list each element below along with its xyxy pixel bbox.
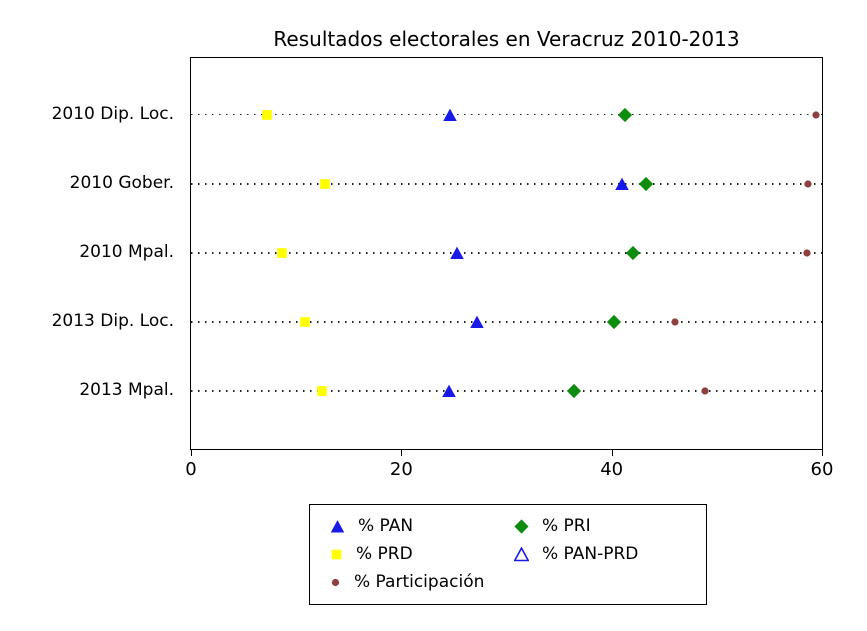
legend-label: % PAN-PRD <box>542 544 639 564</box>
data-point <box>639 176 654 191</box>
square-marker-icon <box>331 549 342 559</box>
data-point <box>618 107 633 122</box>
circle-marker-icon <box>671 318 679 326</box>
data-point <box>260 108 273 121</box>
diamond-marker-icon <box>618 107 633 122</box>
square-marker-icon <box>299 317 310 327</box>
x-axis-tick-label: 60 <box>810 459 834 480</box>
data-point <box>450 245 465 260</box>
square-marker-icon <box>317 386 328 396</box>
data-point <box>441 384 456 399</box>
circle-marker-icon <box>701 387 709 395</box>
legend-label: % PAN <box>358 516 414 536</box>
gridline <box>191 321 822 323</box>
x-axis-tick <box>401 450 403 456</box>
legend-entry: % PRI <box>514 516 688 536</box>
circle-marker-icon <box>803 249 811 257</box>
data-point <box>802 247 813 258</box>
legend-entry: % PAN <box>330 516 504 536</box>
plot-area <box>190 57 823 450</box>
data-point <box>316 385 329 398</box>
data-point <box>810 109 821 120</box>
square-marker-icon <box>319 178 330 189</box>
circle-marker-icon <box>804 180 812 188</box>
data-point <box>470 315 485 330</box>
square-marker-icon <box>261 109 272 120</box>
data-point <box>615 176 630 191</box>
triangle-marker-icon <box>615 177 629 190</box>
chart-title: Resultados electorales en Veracruz 2010-… <box>273 27 740 51</box>
x-axis-tick <box>191 450 192 456</box>
data-point <box>318 177 331 190</box>
data-point <box>298 316 311 329</box>
triangle-marker-icon <box>470 315 484 329</box>
triangle-marker-icon <box>514 546 529 561</box>
legend-label: % PRI <box>542 516 591 536</box>
circle-marker-icon <box>331 578 340 586</box>
gridline <box>191 113 822 116</box>
data-point <box>276 246 289 259</box>
square-marker-icon <box>277 248 288 258</box>
data-point <box>625 245 640 260</box>
legend-entry: % PRD <box>330 544 504 564</box>
legend-entry: % PAN-PRD <box>514 544 688 564</box>
triangle-marker-icon <box>441 384 456 398</box>
x-axis-tick-label: 0 <box>185 459 197 480</box>
legend: % PAN % PRI % PRD % PAN-PRD % Participación <box>309 504 707 605</box>
data-point <box>442 107 457 122</box>
x-axis-tick <box>822 450 823 456</box>
triangle-marker-icon <box>330 519 345 532</box>
y-axis-category-label: 2010 Dip. Loc. <box>51 103 174 124</box>
diamond-marker-icon <box>639 176 654 191</box>
diamond-marker-icon <box>625 245 640 260</box>
data-point <box>700 386 711 397</box>
x-axis-tick <box>611 450 613 456</box>
diamond-marker-icon <box>606 314 621 330</box>
y-axis-category-label: 2013 Mpal. <box>79 380 174 401</box>
x-axis-tick-label: 20 <box>389 459 413 480</box>
triangle-marker-icon <box>442 108 457 121</box>
circle-marker-icon <box>812 111 820 119</box>
gridline <box>191 183 822 185</box>
gridline <box>191 252 822 254</box>
y-axis-category-label: 2010 Mpal. <box>79 241 174 262</box>
x-axis-tick-label: 40 <box>600 459 624 480</box>
y-axis-category-label: 2010 Gober. <box>69 172 174 193</box>
triangle-marker-icon <box>450 246 464 259</box>
gridline <box>191 390 822 392</box>
data-point <box>669 317 680 328</box>
diamond-marker-icon <box>514 518 529 534</box>
data-point <box>606 314 621 330</box>
data-point <box>803 178 814 189</box>
y-axis-category-label: 2013 Dip. Loc. <box>51 311 174 332</box>
legend-label: % Participación <box>354 572 485 592</box>
legend-entry: % Participación <box>330 572 504 592</box>
legend-label: % PRD <box>356 544 413 564</box>
diamond-marker-icon <box>566 384 581 399</box>
data-point <box>566 384 581 399</box>
